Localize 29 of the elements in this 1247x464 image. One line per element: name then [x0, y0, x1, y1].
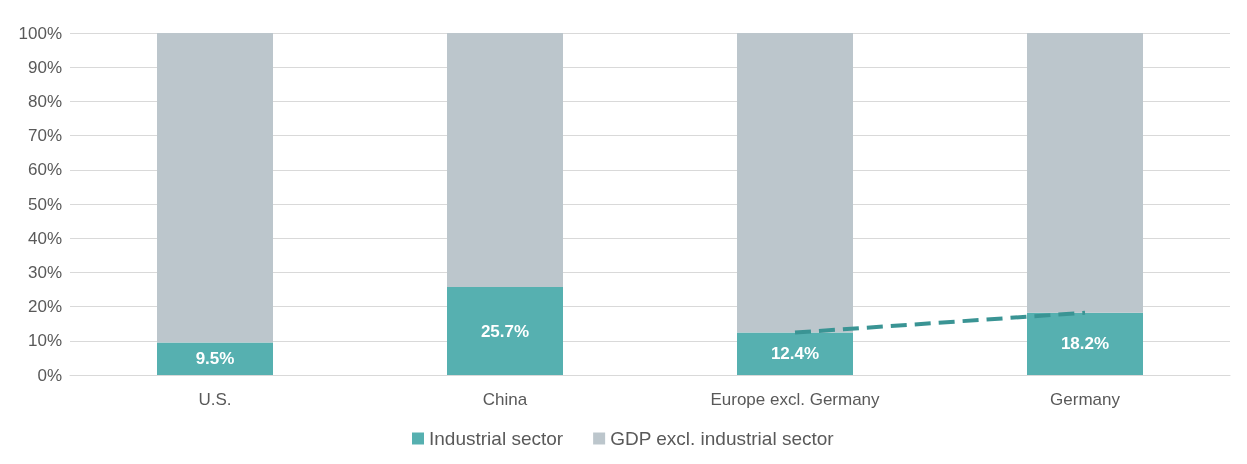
x-tick-label: China — [482, 390, 528, 409]
y-tick-label: 40% — [27, 228, 62, 248]
x-tick-label: Europe excl. Germany — [710, 390, 881, 409]
y-tick-label: 30% — [27, 262, 62, 282]
bar — [157, 342, 273, 375]
y-tick-label: 90% — [27, 57, 62, 77]
y-tick-label: 60% — [27, 160, 62, 180]
data-label: 18.2% — [1060, 334, 1110, 354]
data-label: 9.5% — [195, 349, 235, 369]
bar — [157, 33, 273, 343]
y-tick-label: 100% — [18, 23, 62, 43]
y-tick-label: 10% — [27, 331, 62, 351]
bar — [1027, 33, 1143, 313]
y-tick-label: 80% — [27, 91, 62, 111]
bar — [447, 33, 563, 288]
bar — [1027, 312, 1143, 375]
bar — [447, 287, 563, 375]
data-label: 12.4% — [770, 344, 820, 364]
legend-label: GDP excl. industrial sector — [610, 428, 835, 449]
y-tick-label: 0% — [37, 365, 62, 385]
bar — [737, 332, 853, 375]
bar — [737, 33, 853, 333]
y-tick-label: 20% — [27, 297, 62, 317]
x-tick-label: Germany — [1050, 390, 1121, 409]
y-tick-label: 70% — [27, 126, 62, 146]
legend-label: Industrial sector — [429, 428, 564, 449]
x-tick-label: U.S. — [198, 390, 232, 409]
y-tick-label: 50% — [27, 194, 62, 214]
data-label: 25.7% — [480, 321, 530, 341]
